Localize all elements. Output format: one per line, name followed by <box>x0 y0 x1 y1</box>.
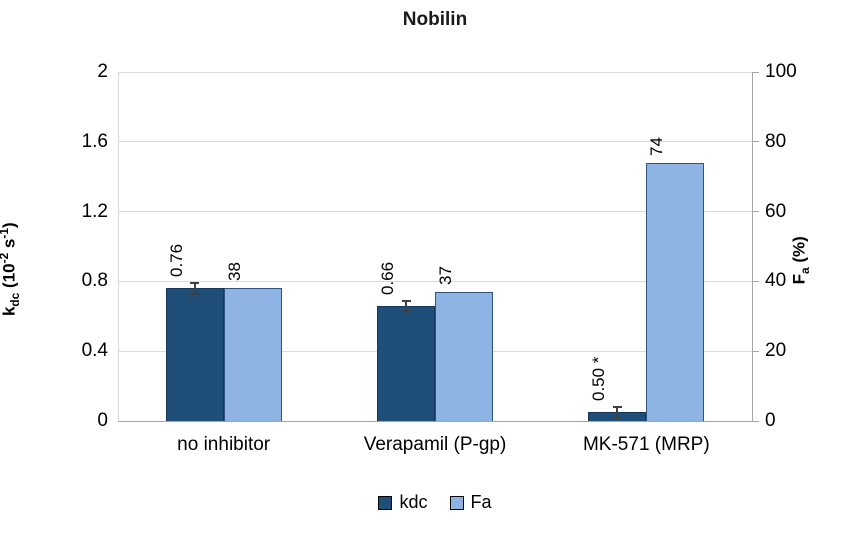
y-axis-left-tick-label: 2 <box>97 61 108 82</box>
gridline <box>119 280 752 282</box>
y-axis-right-tick-label: 0 <box>765 410 776 431</box>
legend-swatch-Fa <box>449 495 464 510</box>
bar-Fa <box>435 291 493 421</box>
chart-title: Nobilin <box>402 9 468 30</box>
right-axis-tick <box>752 71 759 73</box>
x-axis-category-label: no inhibitor <box>177 434 271 455</box>
right-axis-tick <box>752 350 759 352</box>
axis-title-fragment: (10 <box>0 262 19 293</box>
error-bar-cap-bottom <box>401 310 411 313</box>
bar-kdc <box>377 305 435 421</box>
y-axis-left-title: kdc (10-2 s-1) <box>0 222 22 316</box>
y-axis-left-tick-label: 1.2 <box>81 200 108 222</box>
axis-title-fragment: -1 <box>0 227 11 239</box>
y-axis-right-title: Fa (%) <box>790 236 812 284</box>
error-bar-cap-top <box>612 406 622 409</box>
legend-item-kdc: kdc <box>378 492 428 513</box>
y-axis-right-tick-label: 80 <box>765 130 787 152</box>
bar-value-label: 0.50 * <box>589 356 609 402</box>
right-axis-tick <box>752 420 759 422</box>
bar-value-label: 0.76 <box>166 244 186 278</box>
bar-value-label: 74 <box>647 136 667 156</box>
y-axis-left-tick-label: 0 <box>97 410 108 431</box>
error-bar-cap-bottom <box>190 292 200 295</box>
bar-value-label: 38 <box>224 262 244 282</box>
y-axis-right-tick-label: 100 <box>765 61 797 82</box>
error-bar-cap-top <box>190 282 200 285</box>
y-axis-left-tick-label: 1.6 <box>81 130 108 152</box>
error-bar-cap-top <box>401 299 411 302</box>
y-axis-left-tick-label: 0.8 <box>81 270 108 292</box>
right-axis-tick <box>752 211 759 213</box>
x-axis-category-label: MK-571 (MRP) <box>582 434 710 455</box>
bar-value-label: 37 <box>436 265 455 285</box>
error-bar <box>193 283 196 294</box>
x-axis-category-label: Verapamil (P-gp) <box>363 434 507 455</box>
bar-Fa <box>646 162 705 421</box>
right-axis-tick <box>752 141 759 143</box>
right-axis-line <box>752 72 753 421</box>
bar-value-label: 0.66 <box>378 261 397 295</box>
axis-title-fragment: k <box>0 306 19 316</box>
axis-title-fragment: -2 <box>0 252 11 263</box>
y-axis-right-tick-label: 60 <box>765 200 787 222</box>
bar-Fa <box>223 288 282 421</box>
plot-area-border <box>118 72 752 421</box>
bar-kdc <box>165 288 224 421</box>
legend-swatch-kdc <box>378 495 393 510</box>
axis-title-fragment: F <box>789 273 809 284</box>
y-axis-right-tick-label: 40 <box>765 270 787 292</box>
y-axis-right-tick-label: 20 <box>765 340 787 362</box>
legend-item-Fa: Fa <box>449 492 492 513</box>
axis-title-fragment: a <box>798 266 812 274</box>
legend-label: kdc <box>399 492 428 512</box>
legend-label: Fa <box>470 492 492 512</box>
right-axis-tick <box>752 280 759 282</box>
axis-title-fragment: s <box>0 238 19 253</box>
x-axis-line <box>118 421 753 422</box>
error-bar-cap-bottom <box>612 416 622 419</box>
y-axis-left-tick-label: 0.4 <box>81 340 108 362</box>
gridline <box>119 211 752 213</box>
gridline <box>119 141 752 143</box>
legend: kdc Fa <box>118 492 752 513</box>
axis-title-fragment: ) <box>0 221 19 228</box>
axis-title-fragment: (%) <box>789 235 809 267</box>
error-bar <box>616 407 619 418</box>
axis-title-fragment: dc <box>8 292 22 307</box>
error-bar <box>405 300 407 312</box>
